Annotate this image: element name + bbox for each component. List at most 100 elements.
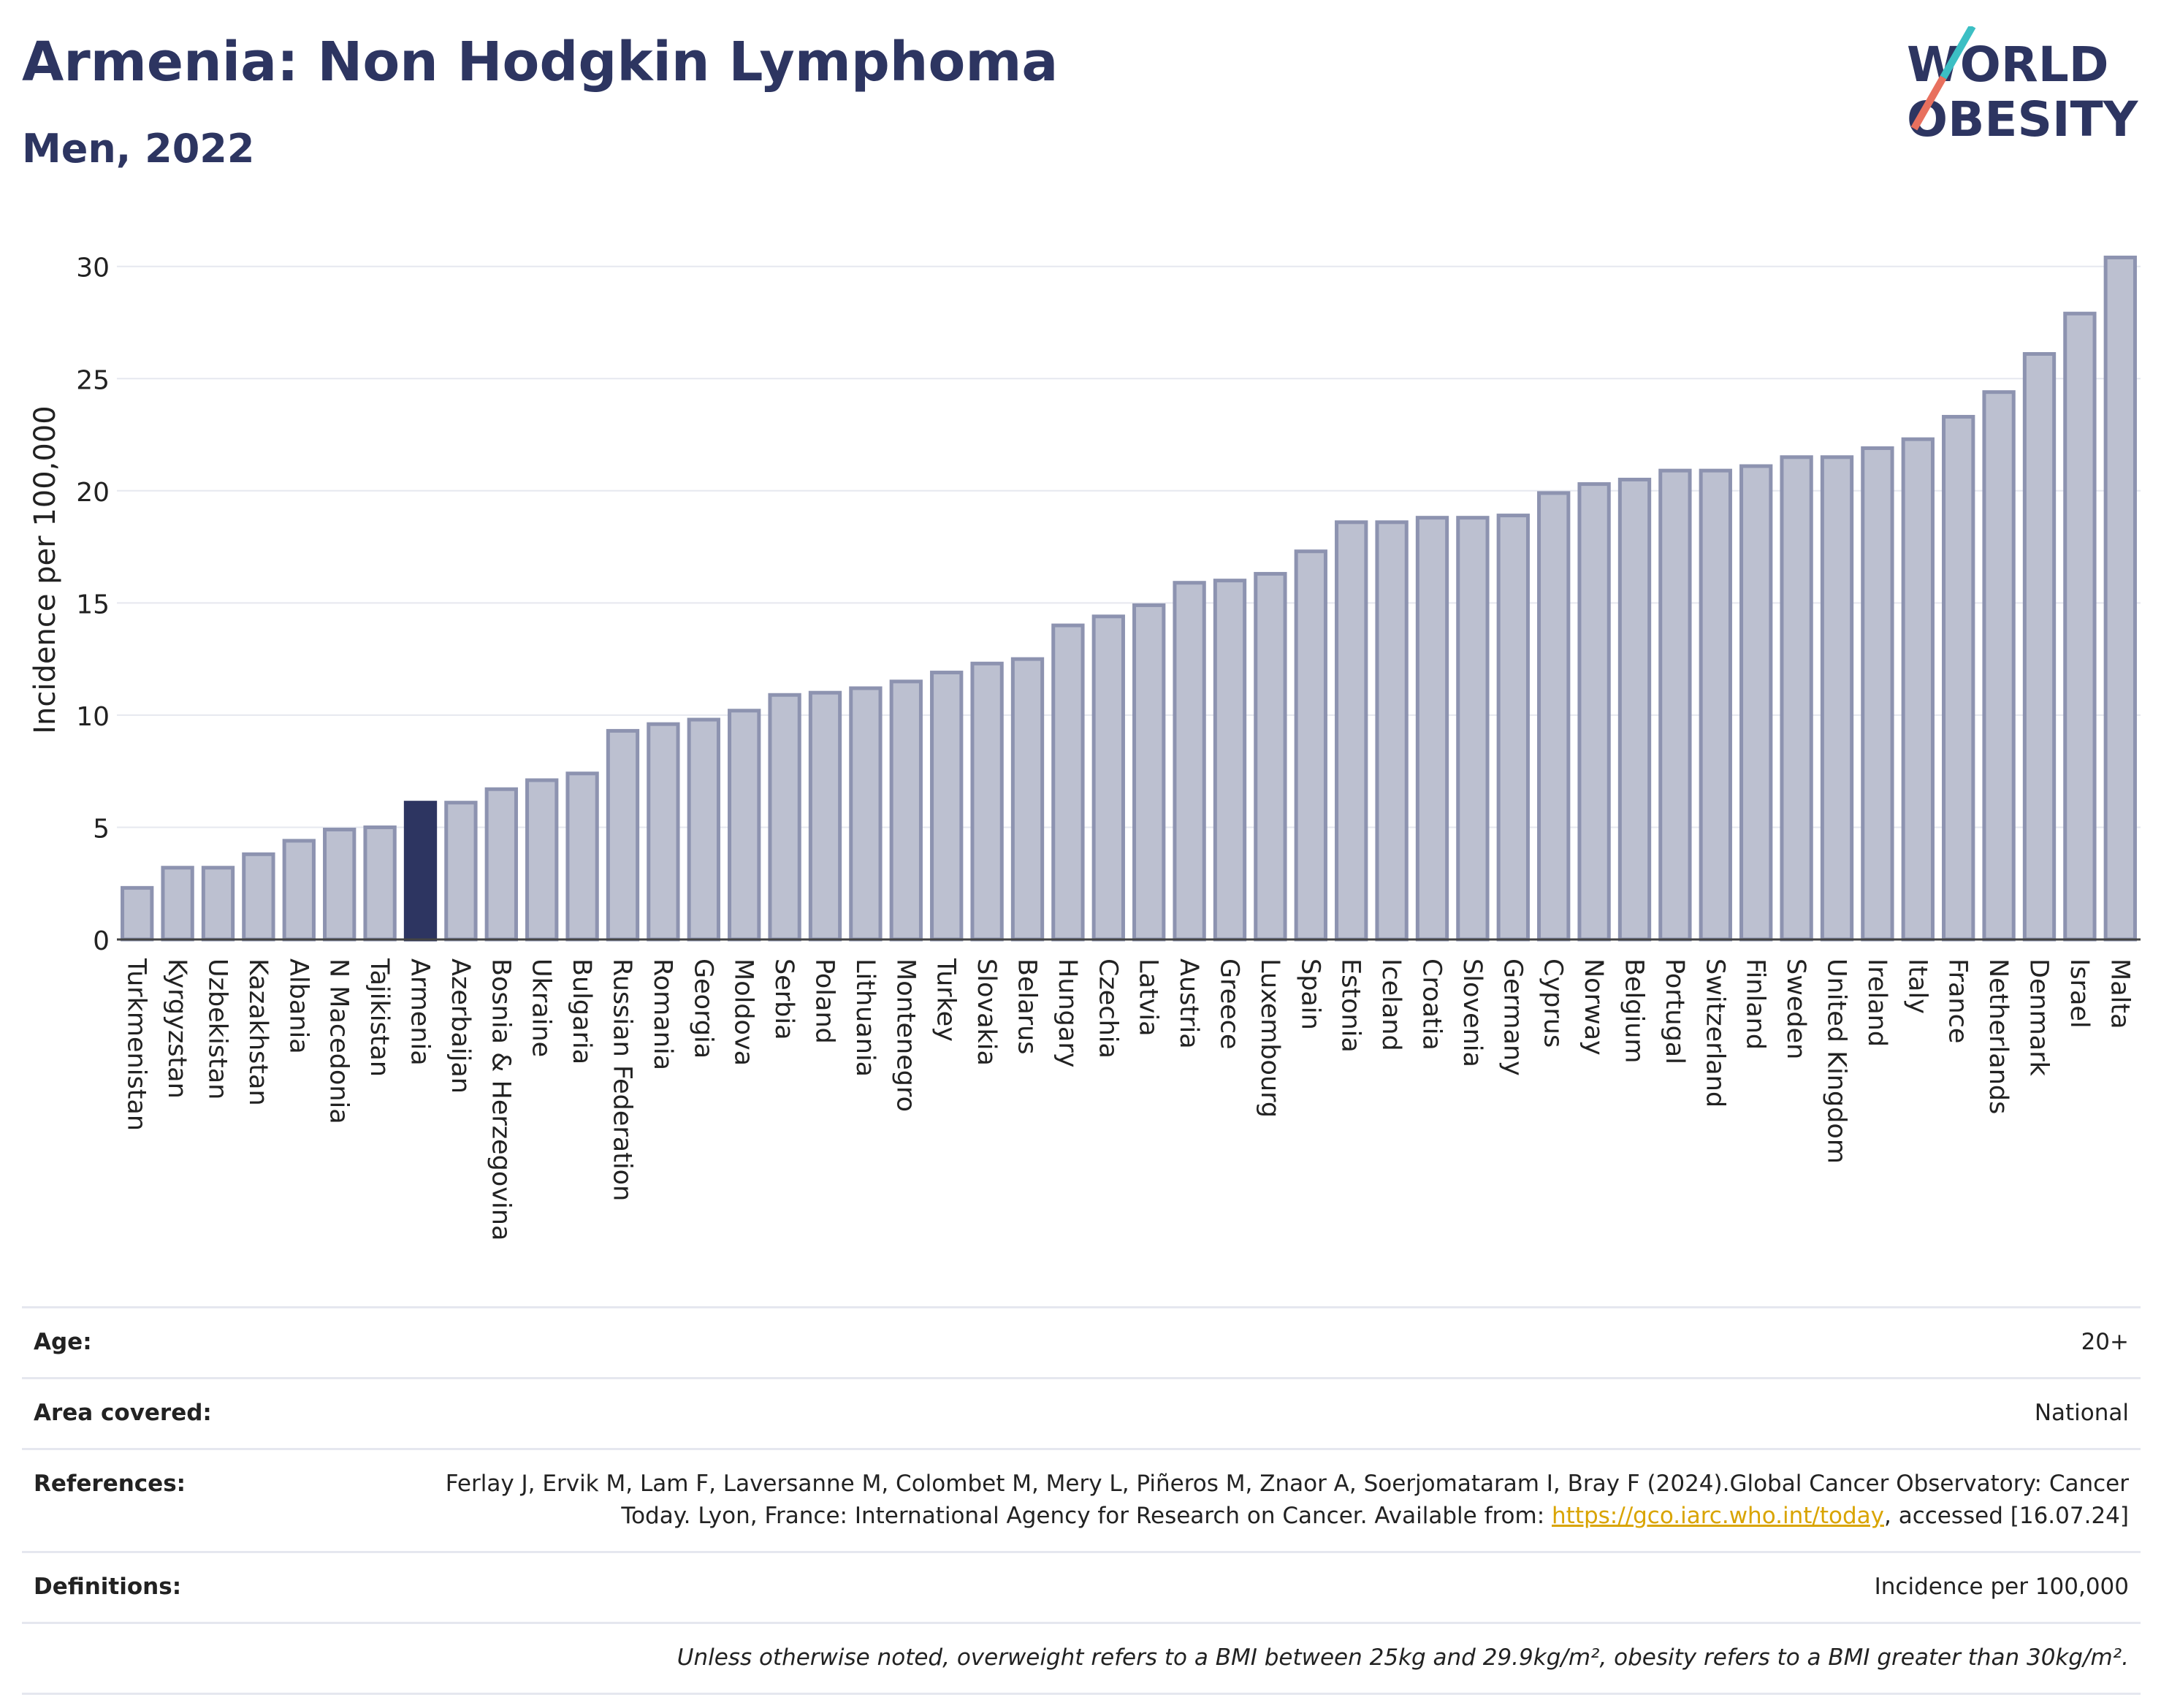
x-tick-label: Greece — [1215, 958, 1244, 1050]
bar-russian-federation — [606, 728, 640, 942]
bar-romania — [647, 722, 680, 942]
age-label: Age: — [34, 1329, 92, 1355]
y-tick-label: 25 — [76, 365, 110, 395]
x-tick-label: Germany — [1498, 958, 1527, 1076]
x-tick-label: Czechia — [1093, 958, 1122, 1059]
age-row: Age: 20+ — [22, 1306, 2141, 1377]
x-tick-label: Azerbaijan — [446, 958, 475, 1094]
x-axis-ticks: Turkmenistan Kyrgyzstan Uzbekistan Kazakhst… — [122, 958, 2135, 1240]
x-tick-label: Serbia — [769, 958, 799, 1040]
x-tick-label: Poland — [810, 958, 839, 1044]
bar-switzerland — [1699, 468, 1732, 942]
x-tick-label: Cyprus — [1539, 958, 1568, 1048]
bar-austria — [1173, 581, 1206, 942]
bar-germany — [1496, 514, 1530, 942]
x-tick-label: Turkey — [931, 958, 961, 1042]
bar-latvia — [1132, 603, 1166, 942]
x-tick-label: Romania — [648, 958, 677, 1070]
bar-greece — [1213, 579, 1247, 942]
logo-line2: OBESITY — [1907, 91, 2139, 148]
chart-title: Armenia: Non Hodgkin Lymphoma — [22, 31, 1059, 94]
y-tick-label: 0 — [93, 926, 110, 956]
x-tick-label: Israel — [2065, 958, 2094, 1029]
bar-bosnia-herzegovina — [484, 787, 518, 942]
x-tick-label: Belgium — [1620, 958, 1649, 1064]
references-tail: , accessed [16.07.24] — [1883, 1503, 2129, 1529]
x-tick-label: Switzerland — [1700, 958, 1729, 1107]
bar-belgium — [1617, 477, 1652, 942]
bar-portugal — [1658, 468, 1692, 942]
bar-poland — [808, 690, 842, 942]
x-tick-label: Uzbekistan — [203, 958, 232, 1099]
bar-sweden — [1780, 455, 1813, 942]
y-axis-label: Incidence per 100,000 — [28, 405, 62, 734]
bar-bulgaria — [565, 771, 599, 942]
bar-albania — [282, 839, 316, 942]
bar-luxembourg — [1254, 571, 1287, 942]
bar-slovenia — [1456, 516, 1490, 942]
world-obesity-logo: WORLD OBESITY — [1907, 26, 2139, 148]
area-label: Area covered: — [34, 1400, 212, 1426]
bar-spain — [1294, 549, 1327, 942]
bar-serbia — [768, 693, 801, 942]
x-tick-label: N Macedonia — [324, 958, 354, 1124]
x-tick-label: Turkmenistan — [122, 958, 151, 1131]
bar-chart: 0 5 10 15 20 25 30 Incidence per 100,000 Turkm… — [28, 253, 2141, 1240]
bmi-note: Unless otherwise noted, overweight refer… — [676, 1644, 2129, 1671]
bar-slovakia — [970, 661, 1004, 942]
x-tick-label: Croatia — [1417, 958, 1447, 1051]
bar-belarus — [1010, 657, 1045, 942]
bar-finland — [1739, 464, 1773, 942]
bar-kyrgyzstan — [161, 866, 194, 942]
x-tick-label: Kyrgyzstan — [162, 958, 191, 1099]
x-tick-label: Austria — [1174, 958, 1203, 1049]
x-tick-label: Iceland — [1376, 958, 1406, 1051]
x-tick-label: Netherlands — [1983, 958, 2013, 1114]
note-row: Unless otherwise noted, overweight refer… — [22, 1622, 2141, 1695]
y-tick-label: 10 — [76, 702, 110, 732]
area-value: National — [2034, 1400, 2129, 1426]
x-tick-label: Kazakhstan — [243, 958, 272, 1106]
x-tick-label: Finland — [1741, 958, 1770, 1050]
references-link[interactable]: https://gco.iarc.who.int/today — [1552, 1503, 1884, 1529]
bar-netherlands — [1982, 390, 2016, 942]
bar-israel — [2063, 311, 2097, 942]
bar-czechia — [1091, 614, 1125, 942]
bar-estonia — [1335, 520, 1368, 942]
x-tick-label: Portugal — [1660, 958, 1689, 1064]
bar-montenegro — [889, 679, 923, 942]
x-tick-label: Bulgaria — [567, 958, 596, 1064]
x-tick-label: Georgia — [688, 958, 717, 1059]
bar-azerbaijan — [444, 801, 478, 942]
y-tick-label: 20 — [76, 478, 110, 508]
x-tick-label: France — [1943, 958, 1973, 1043]
definitions-row: Definitions: Incidence per 100,000 — [22, 1551, 2141, 1622]
x-tick-label: Montenegro — [891, 958, 920, 1112]
bar-kazakhstan — [242, 852, 275, 942]
references-label: References: — [34, 1471, 186, 1497]
bar-denmark — [2022, 351, 2057, 942]
x-tick-label: Estonia — [1336, 958, 1365, 1053]
chart-subtitle: Men, 2022 — [22, 126, 255, 172]
bar-lithuania — [849, 686, 883, 942]
bar-malta — [2103, 255, 2137, 942]
y-axis-ticks: 0 5 10 15 20 25 30 — [76, 253, 110, 956]
bars — [121, 255, 2137, 942]
x-tick-label: Spain — [1295, 958, 1325, 1030]
logo-slash-teal — [1940, 26, 1976, 80]
bar-ukraine — [525, 778, 559, 942]
x-tick-label: Moldova — [729, 958, 758, 1066]
bar-croatia — [1415, 516, 1449, 942]
area-row: Area covered: National — [22, 1377, 2141, 1448]
bar-turkey — [930, 671, 964, 942]
bar-tajikistan — [363, 825, 397, 942]
x-tick-label: Norway — [1579, 958, 1608, 1056]
bar-hungary — [1051, 623, 1085, 942]
x-tick-label: Luxembourg — [1255, 958, 1284, 1118]
x-tick-label: Ireland — [1862, 958, 1891, 1047]
bar-moldova — [728, 709, 761, 942]
age-value: 20+ — [2081, 1329, 2129, 1355]
x-tick-label: Denmark — [2024, 958, 2054, 1077]
x-tick-label: Sweden — [1781, 958, 1810, 1059]
bar-norway — [1577, 482, 1611, 942]
